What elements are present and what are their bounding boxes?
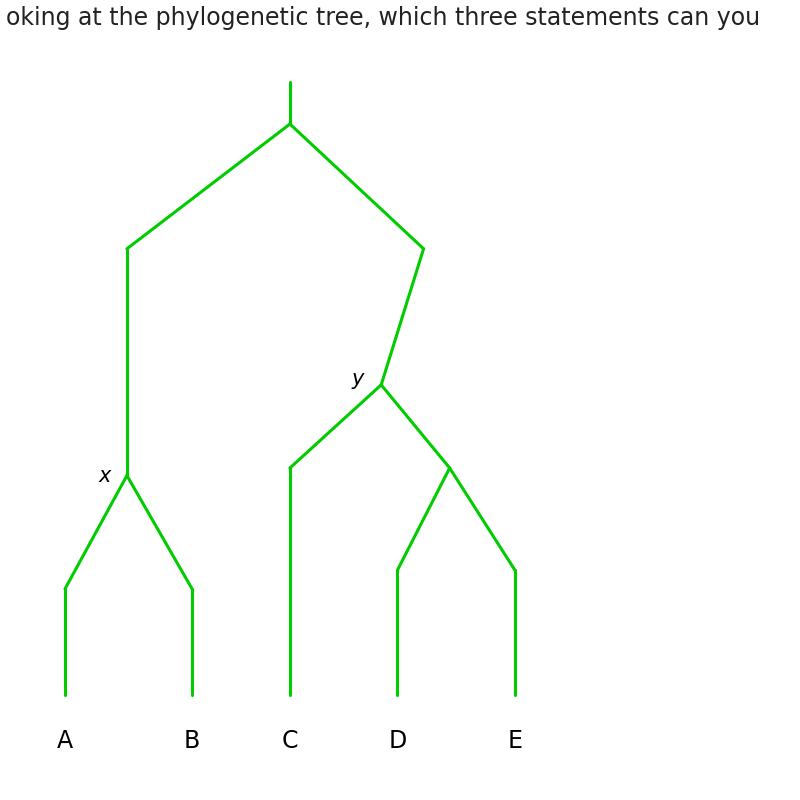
Text: B: B: [184, 729, 200, 753]
Text: x: x: [98, 466, 110, 486]
Text: y: y: [351, 369, 363, 389]
Text: D: D: [388, 729, 406, 753]
Text: A: A: [57, 729, 73, 753]
Text: oking at the phylogenetic tree, which three statements can you: oking at the phylogenetic tree, which th…: [6, 6, 761, 30]
Text: C: C: [282, 729, 298, 753]
Text: E: E: [507, 729, 522, 753]
